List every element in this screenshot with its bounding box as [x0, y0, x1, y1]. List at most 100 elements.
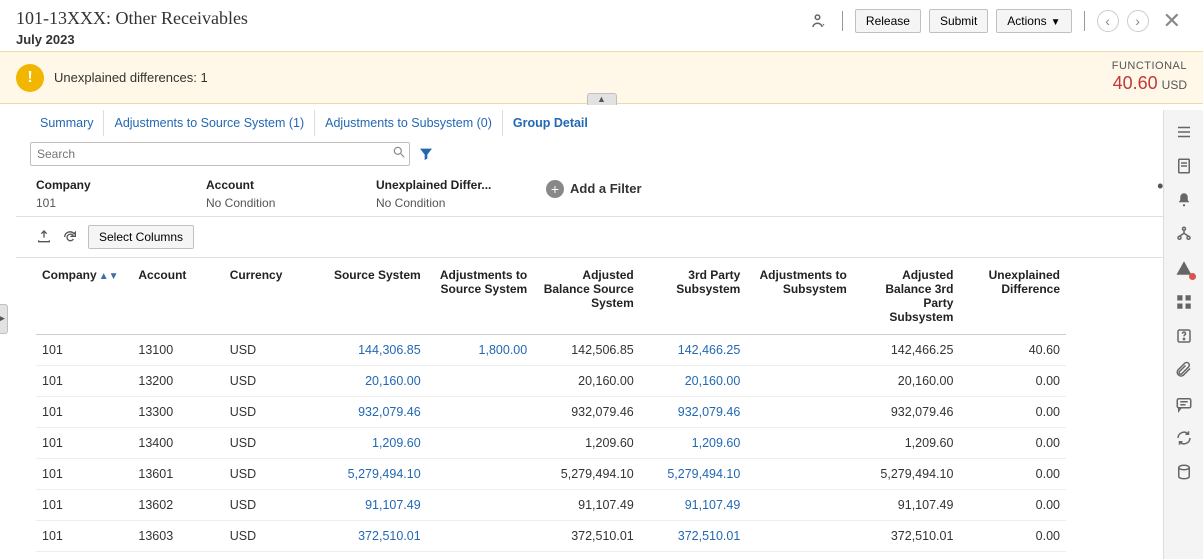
- cell-adj-bal-source: 91,107.49: [533, 489, 640, 520]
- group-detail-table: Company▲▼ Account Currency Source System…: [36, 258, 1066, 552]
- cell-adj-source[interactable]: [427, 427, 534, 458]
- tab-group-detail[interactable]: Group Detail: [503, 110, 598, 136]
- cell-third-party[interactable]: 5,279,494.10: [640, 458, 747, 489]
- right-toolbar: [1163, 110, 1203, 559]
- close-icon[interactable]: ✕: [1157, 8, 1187, 34]
- cell-adj-bal-source: 372,510.01: [533, 520, 640, 551]
- table-header-row: Company▲▼ Account Currency Source System…: [36, 258, 1066, 335]
- col-adj-source[interactable]: Adjustments to Source System: [427, 258, 534, 335]
- cell-source-system[interactable]: 932,079.46: [315, 396, 427, 427]
- filter-company[interactable]: Company 101: [36, 178, 166, 210]
- filter-account-label: Account: [206, 178, 336, 192]
- col-currency[interactable]: Currency: [224, 258, 315, 335]
- col-adj-sub[interactable]: Adjustments to Subsystem: [746, 258, 853, 335]
- filter-unexplained-value: No Condition: [376, 196, 506, 210]
- expand-left-panel-icon[interactable]: ▶: [0, 304, 8, 334]
- sync-icon[interactable]: [1168, 422, 1200, 454]
- cell-adj-source[interactable]: 1,800.00: [427, 334, 534, 365]
- col-adj-bal-source[interactable]: Adjusted Balance Source System: [533, 258, 640, 335]
- comment-icon[interactable]: [1168, 388, 1200, 420]
- cell-account: 13400: [132, 427, 223, 458]
- add-filter-label: Add a Filter: [570, 181, 642, 196]
- col-unexplained[interactable]: Unexplained Difference: [959, 258, 1066, 335]
- col-source-system[interactable]: Source System: [315, 258, 427, 335]
- help-icon[interactable]: [1168, 320, 1200, 352]
- col-company[interactable]: Company▲▼: [36, 258, 132, 335]
- table-row[interactable]: 10113300USD932,079.46932,079.46932,079.4…: [36, 396, 1066, 427]
- submit-button[interactable]: Submit: [929, 9, 988, 33]
- search-input[interactable]: [30, 142, 410, 166]
- cell-third-party[interactable]: 1,209.60: [640, 427, 747, 458]
- database-icon[interactable]: [1168, 456, 1200, 488]
- cell-third-party[interactable]: 932,079.46: [640, 396, 747, 427]
- cell-third-party[interactable]: 142,466.25: [640, 334, 747, 365]
- cell-currency: USD: [224, 365, 315, 396]
- cell-source-system[interactable]: 5,279,494.10: [315, 458, 427, 489]
- filter-bar: Company 101 Account No Condition Unexpla…: [16, 170, 1203, 217]
- attachment-icon[interactable]: [1168, 354, 1200, 386]
- col-third-party[interactable]: 3rd Party Subsystem: [640, 258, 747, 335]
- col-account[interactable]: Account: [132, 258, 223, 335]
- search-icon[interactable]: [392, 145, 406, 159]
- list-view-icon[interactable]: [1168, 116, 1200, 148]
- header-actions: Release Submit Actions▼ ‹ › ✕: [808, 8, 1187, 34]
- sort-icon: ▲▼: [99, 271, 119, 282]
- banner-right: FUNCTIONAL 40.60USD: [1112, 60, 1187, 95]
- filter-icon[interactable]: [418, 146, 434, 162]
- col-adj-bal-3rd[interactable]: Adjusted Balance 3rd Party Subsystem: [853, 258, 960, 335]
- hierarchy-icon[interactable]: [1168, 218, 1200, 250]
- table-row[interactable]: 10113603USD372,510.01372,510.01372,510.0…: [36, 520, 1066, 551]
- table-row[interactable]: 10113400USD1,209.601,209.601,209.601,209…: [36, 427, 1066, 458]
- cell-currency: USD: [224, 427, 315, 458]
- prev-icon[interactable]: ‹: [1097, 10, 1119, 32]
- cell-adj-sub: [746, 520, 853, 551]
- cell-source-system[interactable]: 372,510.01: [315, 520, 427, 551]
- cell-unexplained: 40.60: [959, 334, 1066, 365]
- tab-adj-source[interactable]: Adjustments to Source System (1): [104, 110, 315, 136]
- grid-icon[interactable]: [1168, 286, 1200, 318]
- tab-summary[interactable]: Summary: [30, 110, 104, 136]
- filter-company-label: Company: [36, 178, 166, 192]
- refresh-icon[interactable]: [62, 229, 78, 245]
- banner-message: Unexplained differences: 1: [54, 70, 208, 85]
- cell-adj-bal-3rd: 5,279,494.10: [853, 458, 960, 489]
- functional-label: FUNCTIONAL: [1112, 60, 1187, 73]
- filter-account-value: No Condition: [206, 196, 336, 210]
- next-icon[interactable]: ›: [1127, 10, 1149, 32]
- cell-adj-sub: [746, 458, 853, 489]
- cell-adj-source[interactable]: [427, 396, 534, 427]
- cell-source-system[interactable]: 20,160.00: [315, 365, 427, 396]
- actions-menu-button[interactable]: Actions▼: [996, 9, 1071, 33]
- table-row[interactable]: 10113601USD5,279,494.105,279,494.105,279…: [36, 458, 1066, 489]
- release-button[interactable]: Release: [855, 9, 921, 33]
- table-row[interactable]: 10113200USD20,160.0020,160.0020,160.0020…: [36, 365, 1066, 396]
- user-assign-icon[interactable]: [808, 10, 830, 32]
- cell-third-party[interactable]: 20,160.00: [640, 365, 747, 396]
- cell-adj-source[interactable]: [427, 489, 534, 520]
- table-row[interactable]: 10113100USD144,306.851,800.00142,506.851…: [36, 334, 1066, 365]
- select-columns-button[interactable]: Select Columns: [88, 225, 194, 249]
- cell-adj-source[interactable]: [427, 365, 534, 396]
- filter-unexplained[interactable]: Unexplained Differ... No Condition: [376, 178, 506, 210]
- export-icon[interactable]: [36, 229, 52, 245]
- cell-source-system[interactable]: 91,107.49: [315, 489, 427, 520]
- filter-account[interactable]: Account No Condition: [206, 178, 336, 210]
- warning-icon: !: [16, 64, 44, 92]
- document-icon[interactable]: [1168, 150, 1200, 182]
- table-row[interactable]: 10113602USD91,107.4991,107.4991,107.4991…: [36, 489, 1066, 520]
- cell-company: 101: [36, 458, 132, 489]
- cell-third-party[interactable]: 372,510.01: [640, 520, 747, 551]
- cell-adj-source[interactable]: [427, 520, 534, 551]
- bell-icon[interactable]: [1168, 184, 1200, 216]
- cell-adj-sub: [746, 489, 853, 520]
- add-filter-button[interactable]: + Add a Filter: [546, 180, 642, 198]
- cell-adj-source[interactable]: [427, 458, 534, 489]
- tab-adj-subsystem[interactable]: Adjustments to Subsystem (0): [315, 110, 503, 136]
- plus-icon: +: [546, 180, 564, 198]
- cell-company: 101: [36, 396, 132, 427]
- cell-third-party[interactable]: 91,107.49: [640, 489, 747, 520]
- cell-source-system[interactable]: 144,306.85: [315, 334, 427, 365]
- cell-source-system[interactable]: 1,209.60: [315, 427, 427, 458]
- cell-adj-bal-3rd: 1,209.60: [853, 427, 960, 458]
- alert-triangle-icon[interactable]: [1168, 252, 1200, 284]
